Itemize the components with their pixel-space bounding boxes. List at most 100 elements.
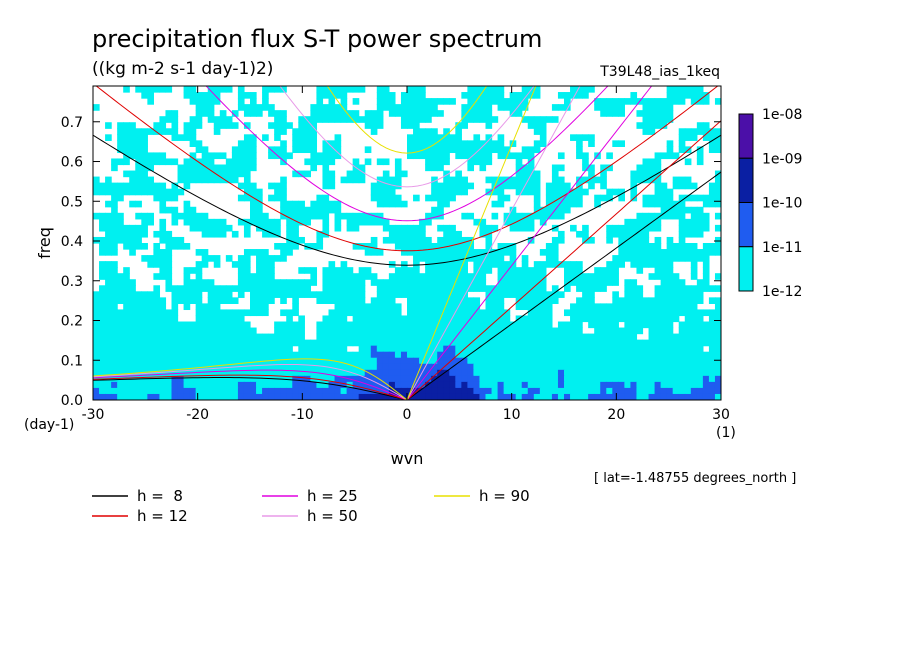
y-axis-label: freq: [35, 227, 54, 259]
spectrum-cell: [207, 321, 215, 329]
spectrum-cell: [382, 92, 390, 99]
spectrum-cell: [250, 164, 257, 172]
spectrum-cell: [183, 134, 191, 141]
spectrum-cell: [455, 236, 462, 244]
spectrum-cell: [654, 357, 662, 365]
spectrum-cell: [195, 140, 203, 147]
spectrum-cell: [93, 291, 100, 298]
spectrum-cell: [105, 315, 112, 323]
spectrum-cell: [304, 218, 311, 226]
spectrum-cell: [606, 152, 613, 160]
chart-title: precipitation flux S-T power spectrum: [92, 25, 542, 53]
dispersion-curve-25: [205, 86, 609, 222]
spectrum-cell: [213, 122, 221, 129]
spectrum-cell: [358, 393, 366, 400]
spectrum-cell: [268, 345, 275, 353]
spectrum-cell: [648, 339, 656, 347]
spectrum-cell: [672, 357, 680, 365]
spectrum-cell: [684, 375, 692, 383]
spectrum-cell: [195, 267, 203, 274]
spectrum-cell: [425, 152, 432, 160]
spectrum-cell: [419, 363, 426, 371]
spectrum-cell: [648, 98, 656, 105]
spectrum-cell: [413, 255, 420, 262]
spectrum-cell: [207, 255, 215, 262]
spectrum-cell: [696, 381, 704, 389]
spectrum-cell: [582, 387, 589, 395]
spectrum-cell: [666, 267, 674, 274]
y-tick-label: 0.1: [61, 353, 83, 369]
spectrum-cell: [503, 345, 511, 353]
spectrum-cell: [437, 387, 444, 395]
spectrum-cell: [117, 146, 124, 154]
spectrum-cell: [431, 152, 438, 160]
spectrum-cell: [437, 255, 444, 262]
spectrum-cell: [473, 146, 481, 154]
spectrum-cell: [449, 243, 456, 250]
spectrum-cell: [111, 273, 118, 280]
spectrum-cell: [570, 315, 577, 323]
spectrum-cell: [394, 273, 402, 280]
spectrum-cell: [630, 249, 638, 256]
spectrum-cell: [413, 230, 420, 238]
spectrum-cell: [322, 140, 330, 147]
spectrum-cell: [304, 158, 311, 166]
spectrum-cell: [564, 182, 571, 190]
spectrum-cell: [141, 92, 148, 99]
spectrum-cell: [225, 333, 233, 341]
dispersion-curve-90: [326, 86, 488, 154]
spectrum-cell: [425, 255, 432, 262]
spectrum-cell: [129, 363, 136, 371]
spectrum-cell: [292, 212, 299, 220]
spectrum-cell: [213, 92, 221, 99]
spectrum-cell: [437, 303, 444, 311]
spectrum-cell: [708, 285, 716, 292]
spectrum-cell: [449, 194, 456, 202]
spectrum-cell: [533, 122, 541, 129]
spectrum-cell: [576, 285, 583, 292]
spectrum-cell: [527, 309, 535, 317]
spectrum-cell: [545, 351, 553, 359]
spectrum-cell: [527, 212, 535, 220]
spectrum-cell: [310, 345, 318, 353]
spectrum-cell: [449, 357, 456, 365]
spectrum-cell: [527, 291, 535, 298]
spectrum-cell: [521, 357, 529, 365]
spectrum-cell: [334, 92, 342, 99]
spectrum-cell: [515, 393, 523, 400]
spectrum-cell: [582, 134, 589, 141]
spectrum-cell: [473, 351, 481, 359]
spectrum-cell: [358, 176, 366, 184]
spectrum-cell: [243, 249, 251, 256]
spectrum-cell: [461, 279, 468, 286]
spectrum-cell: [129, 122, 136, 129]
legend-label-90: h = 90: [479, 487, 530, 505]
spectrum-cell: [201, 255, 209, 262]
spectrum-cell: [183, 357, 191, 365]
spectrum-cell: [177, 170, 185, 178]
spectrum-cell: [672, 212, 680, 220]
spectrum-cell: [213, 351, 221, 359]
spectrum-cell: [539, 249, 547, 256]
spectrum-cell: [455, 188, 462, 196]
spectrum-cell: [171, 134, 179, 141]
spectrum-cell: [243, 375, 251, 383]
spectrum-cell: [250, 152, 257, 160]
spectrum-cell: [425, 351, 432, 359]
spectrum-cell: [105, 309, 112, 317]
spectrum-cell: [159, 357, 167, 365]
spectrum-cell: [250, 273, 257, 280]
spectrum-cell: [376, 345, 384, 353]
spectrum-cell: [594, 345, 601, 353]
spectrum-cell: [642, 122, 650, 129]
spectrum-cell: [702, 333, 710, 341]
spectrum-cell: [376, 297, 384, 304]
spectrum-cell: [557, 261, 565, 268]
spectrum-cell: [304, 279, 311, 286]
spectrum-cell: [551, 116, 559, 123]
spectrum-cell: [437, 291, 444, 298]
spectrum-cell: [455, 357, 462, 365]
spectrum-cell: [576, 327, 583, 335]
spectrum-cell: [129, 128, 136, 135]
spectrum-cell: [678, 200, 686, 208]
